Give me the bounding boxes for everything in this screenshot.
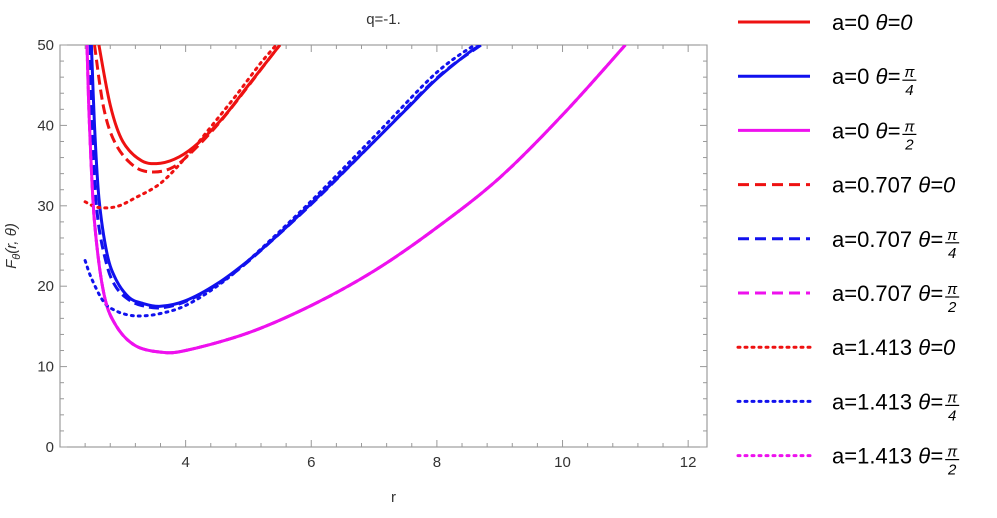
- legend-label-theta: θ=0: [918, 173, 956, 198]
- legend-frac-denominator: 4: [905, 82, 913, 99]
- legend-item: a=0.707 θ= π4: [738, 227, 960, 262]
- legend-label: a=0.707 θ=: [832, 281, 943, 306]
- legend-label: a=0 θ=0: [832, 10, 913, 35]
- legend-label-a: a=0: [832, 118, 875, 143]
- x-tick-label: 8: [433, 454, 441, 471]
- y-axis-label: Fθ(r, θ): [3, 223, 23, 269]
- legend-frac-numerator: π: [904, 64, 915, 81]
- series-line-2: [89, 45, 482, 308]
- y-tick-label: 50: [37, 37, 54, 54]
- legend-label-theta: θ=: [875, 118, 900, 143]
- x-axis-label: r: [391, 489, 396, 506]
- legend-label-a: a=0.707: [832, 227, 918, 252]
- legend-label-a: a=1.413: [832, 389, 918, 414]
- legend-label-theta: θ=: [918, 281, 943, 306]
- legend-item: a=0 θ= π4: [738, 64, 917, 99]
- series-line-4: [93, 45, 282, 174]
- legend-item: a=1.413 θ=0: [736, 335, 956, 360]
- legend-label-a: a=1.413: [832, 444, 918, 469]
- y-tick-label: 30: [37, 198, 54, 215]
- y-tick-label: 10: [37, 359, 54, 376]
- legend-label: a=0.707 θ=0: [832, 173, 956, 198]
- legend-label: a=0 θ=: [832, 64, 900, 89]
- legend-frac-numerator: π: [947, 227, 958, 244]
- legend-label-a: a=0.707: [832, 281, 918, 306]
- legend-label-a: a=0.707: [832, 173, 918, 198]
- x-tick-label: 12: [680, 454, 697, 471]
- legend-item: a=0 θ=0: [738, 10, 913, 35]
- y-axis-label-main: F: [3, 259, 20, 269]
- plot-border: [59, 44, 708, 448]
- legend-frac-numerator: π: [904, 118, 915, 135]
- legend-frac-numerator: π: [947, 281, 958, 298]
- x-tick-label: 6: [307, 454, 315, 471]
- legend-label: a=0.707 θ=: [832, 227, 943, 252]
- legend-item: a=1.413 θ= π2: [736, 444, 960, 479]
- chart-title: q=-1.: [366, 11, 401, 28]
- legend: a=0 θ=0a=0 θ= π4a=0 θ= π2a=0.707 θ=0a=0.70…: [736, 10, 960, 479]
- legend-frac-denominator: 2: [947, 462, 957, 479]
- legend-frac-denominator: 2: [947, 299, 957, 316]
- legend-item: a=0 θ= π2: [738, 118, 917, 153]
- legend-label-theta: θ=0: [918, 335, 956, 360]
- y-tick-label: 40: [37, 117, 54, 134]
- series-line-5: [88, 45, 482, 310]
- legend-label: a=0 θ=: [832, 118, 900, 143]
- legend-item: a=0.707 θ=0: [738, 173, 956, 198]
- legend-label-theta: θ=: [918, 389, 943, 414]
- x-tick-label: 10: [554, 454, 571, 471]
- legend-label: a=1.413 θ=: [832, 389, 943, 414]
- legend-label: a=1.413 θ=0: [832, 335, 956, 360]
- y-axis-label-args: (r, θ): [3, 223, 20, 254]
- series-line-7: [83, 45, 279, 210]
- axis-ticks: 4 6 8 10 12 0 10 20 30 40 50: [37, 37, 707, 471]
- y-tick-label: 0: [46, 439, 54, 456]
- legend-label-theta: θ=: [875, 64, 900, 89]
- series-lines: [83, 45, 627, 355]
- y-axis-label-sub: θ: [11, 254, 23, 260]
- legend-frac-denominator: 2: [904, 136, 914, 153]
- legend-frac-denominator: 4: [948, 407, 956, 424]
- legend-label: a=1.413 θ=: [832, 444, 943, 469]
- legend-item: a=1.413 θ= π4: [736, 389, 960, 424]
- legend-frac-denominator: 4: [948, 245, 956, 262]
- legend-label-theta: θ=: [918, 227, 943, 252]
- legend-item: a=0.707 θ= π2: [738, 281, 960, 316]
- legend-label-a: a=0: [832, 64, 875, 89]
- series-line-1: [97, 45, 282, 166]
- series-line-8: [83, 45, 478, 318]
- x-tick-label: 4: [181, 454, 189, 471]
- legend-label-a: a=0: [832, 10, 875, 35]
- legend-frac-numerator: π: [947, 389, 958, 406]
- plot-frame: [59, 44, 708, 448]
- legend-frac-numerator: π: [947, 444, 958, 461]
- legend-label-theta: θ=: [918, 444, 943, 469]
- series-line-9: [85, 45, 627, 355]
- legend-label-theta: θ=0: [875, 10, 913, 35]
- y-tick-label: 20: [37, 278, 54, 295]
- legend-label-a: a=1.413: [832, 335, 918, 360]
